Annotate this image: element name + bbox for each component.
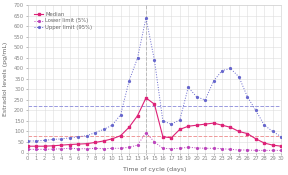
Median	[34, 145, 38, 147]
Upper limit (95%)	[187, 86, 190, 88]
Median	[51, 145, 55, 147]
Median	[237, 130, 241, 132]
Lower limit (5%)	[77, 148, 80, 150]
Lower limit (5%)	[279, 149, 283, 151]
Median	[144, 97, 148, 99]
Median	[68, 144, 72, 146]
Line: Median: Median	[26, 97, 282, 147]
Lower limit (5%)	[220, 148, 224, 150]
Median	[102, 140, 105, 142]
Upper limit (95%)	[119, 114, 122, 116]
Median	[187, 125, 190, 127]
Upper limit (95%)	[26, 140, 29, 142]
Median	[153, 103, 156, 105]
Lower limit (5%)	[263, 149, 266, 151]
Median	[229, 126, 232, 128]
Lower limit (5%)	[26, 148, 29, 150]
Lower limit (5%)	[85, 148, 88, 150]
Upper limit (95%)	[178, 119, 181, 121]
Upper limit (95%)	[153, 59, 156, 61]
Legend: Median, Lower limit (5%), Upper limit (95%): Median, Lower limit (5%), Upper limit (9…	[33, 11, 94, 31]
Median	[127, 126, 131, 128]
Lower limit (5%)	[153, 141, 156, 143]
Upper limit (95%)	[51, 138, 55, 141]
Median	[246, 132, 249, 135]
Median	[271, 144, 274, 146]
Lower limit (5%)	[119, 147, 122, 149]
Lower limit (5%)	[271, 149, 274, 151]
Lower limit (5%)	[110, 147, 114, 149]
Upper limit (95%)	[94, 131, 97, 134]
Lower limit (5%)	[178, 147, 181, 149]
Upper limit (95%)	[203, 99, 207, 101]
Median	[26, 145, 29, 147]
Line: Upper limit (95%): Upper limit (95%)	[27, 17, 282, 142]
Upper limit (95%)	[212, 80, 215, 82]
Lower limit (5%)	[195, 147, 198, 149]
Upper limit (95%)	[85, 135, 88, 137]
Upper limit (95%)	[43, 139, 46, 141]
Upper limit (95%)	[263, 124, 266, 126]
Median	[212, 122, 215, 124]
Median	[136, 115, 139, 117]
Median	[119, 135, 122, 137]
Median	[203, 123, 207, 125]
Upper limit (95%)	[170, 123, 173, 125]
Lower limit (5%)	[60, 148, 63, 150]
Lower limit (5%)	[68, 147, 72, 149]
Upper limit (95%)	[77, 136, 80, 138]
Upper limit (95%)	[127, 80, 131, 82]
Upper limit (95%)	[102, 128, 105, 130]
Lower limit (5%)	[203, 147, 207, 149]
Median	[85, 143, 88, 145]
Upper limit (95%)	[271, 130, 274, 132]
Lower limit (5%)	[187, 146, 190, 148]
Lower limit (5%)	[170, 148, 173, 150]
Median	[110, 138, 114, 140]
Median	[178, 128, 181, 130]
Median	[43, 145, 46, 147]
Upper limit (95%)	[229, 67, 232, 69]
Upper limit (95%)	[246, 96, 249, 98]
Lower limit (5%)	[102, 148, 105, 150]
Lower limit (5%)	[161, 147, 165, 149]
Median	[170, 137, 173, 139]
Lower limit (5%)	[144, 131, 148, 134]
Upper limit (95%)	[161, 120, 165, 122]
Median	[161, 136, 165, 138]
Upper limit (95%)	[237, 76, 241, 78]
Lower limit (5%)	[34, 148, 38, 150]
Median	[263, 142, 266, 144]
Lower limit (5%)	[254, 149, 257, 151]
X-axis label: Time of cycle (days): Time of cycle (days)	[123, 167, 186, 172]
Median	[279, 145, 283, 147]
Y-axis label: Estradiol levels (pg/mL): Estradiol levels (pg/mL)	[3, 42, 8, 116]
Upper limit (95%)	[254, 109, 257, 111]
Lower limit (5%)	[212, 147, 215, 149]
Lower limit (5%)	[246, 149, 249, 151]
Median	[220, 124, 224, 126]
Upper limit (95%)	[60, 138, 63, 140]
Lower limit (5%)	[127, 146, 131, 148]
Lower limit (5%)	[43, 148, 46, 150]
Upper limit (95%)	[279, 136, 283, 138]
Upper limit (95%)	[68, 137, 72, 139]
Upper limit (95%)	[110, 124, 114, 126]
Upper limit (95%)	[195, 96, 198, 98]
Median	[77, 143, 80, 145]
Lower limit (5%)	[229, 148, 232, 150]
Lower limit (5%)	[136, 144, 139, 146]
Median	[60, 144, 63, 146]
Median	[195, 124, 198, 126]
Upper limit (95%)	[220, 69, 224, 72]
Line: Lower limit (5%): Lower limit (5%)	[27, 132, 282, 151]
Lower limit (5%)	[94, 147, 97, 149]
Upper limit (95%)	[34, 140, 38, 142]
Lower limit (5%)	[51, 148, 55, 150]
Upper limit (95%)	[136, 57, 139, 59]
Median	[94, 141, 97, 144]
Median	[254, 138, 257, 140]
Lower limit (5%)	[237, 149, 241, 151]
Upper limit (95%)	[144, 17, 148, 19]
